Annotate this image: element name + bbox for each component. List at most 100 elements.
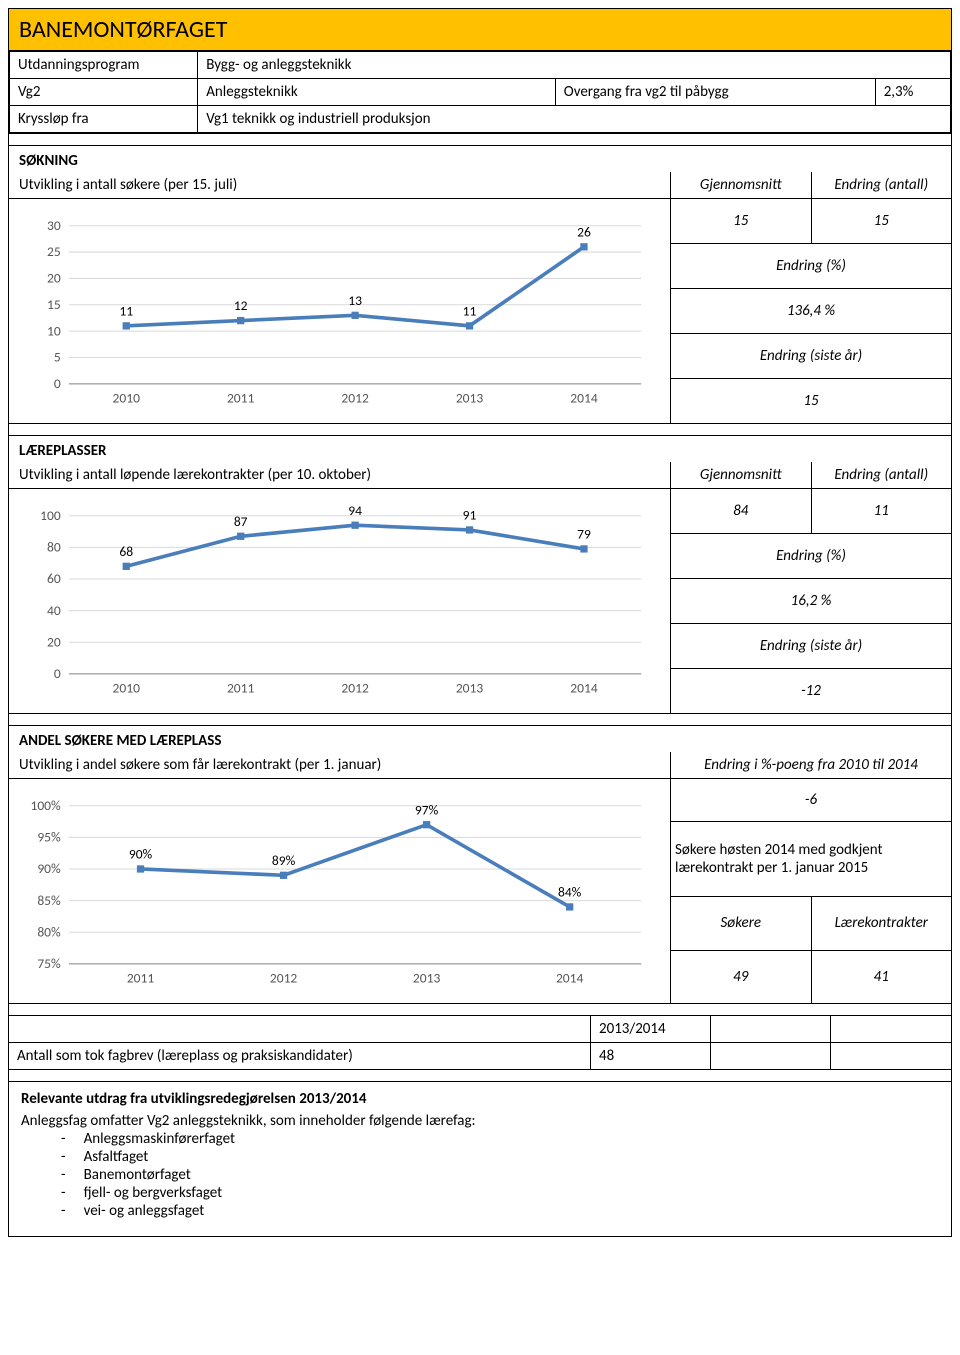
- svg-text:94: 94: [348, 502, 362, 519]
- sokning-subheading: Utvikling i antall søkere (per 15. juli): [9, 172, 671, 198]
- info-cell: Anleggsteknikk: [198, 79, 556, 106]
- svg-text:87: 87: [234, 513, 248, 530]
- svg-text:25: 25: [47, 243, 61, 260]
- andel-kontrakter: 41: [812, 951, 952, 1004]
- relevante-item: fjell- og bergverksfaget: [61, 1184, 939, 1202]
- andel-stats: -6 Søkere høsten 2014 med godkjent lærek…: [671, 779, 951, 1003]
- laereplasser-avg: 84: [671, 489, 812, 533]
- svg-text:2011: 2011: [227, 390, 255, 407]
- sokning-stats: 15 15 Endring (%) 136,4 % Endring (siste…: [671, 199, 951, 423]
- sokning-change-pct-label: Endring (%): [671, 244, 951, 288]
- svg-text:2012: 2012: [341, 680, 369, 697]
- svg-text:2014: 2014: [570, 390, 598, 407]
- relevante-intro: Anleggsfag omfatter Vg2 anleggsteknikk, …: [21, 1112, 939, 1130]
- laereplasser-stat-header-avg: Gjennomsnitt: [671, 462, 812, 488]
- info-cell: Utdanningsprogram: [10, 52, 198, 79]
- section-laereplasser: LÆREPLASSER Utvikling i antall løpende l…: [9, 435, 951, 713]
- svg-text:2011: 2011: [227, 680, 255, 697]
- svg-text:2010: 2010: [113, 680, 141, 697]
- svg-text:91: 91: [463, 507, 477, 524]
- info-cell: Bygg- og anleggsteknikk: [198, 52, 951, 79]
- sokning-change-last: 15: [671, 379, 951, 423]
- andel-change-val: -6: [671, 779, 951, 821]
- fagbrev-col-header: 2013/2014: [591, 1016, 711, 1042]
- document-container: BANEMONTØRFAGET UtdanningsprogramBygg- o…: [8, 8, 952, 1237]
- page-title: BANEMONTØRFAGET: [9, 9, 951, 51]
- laereplasser-change-pct-label: Endring (%): [671, 534, 951, 578]
- section-andel: ANDEL SØKERE MED LÆREPLASS Utvikling i a…: [9, 725, 951, 1003]
- svg-text:26: 26: [577, 223, 591, 240]
- svg-text:2014: 2014: [570, 680, 598, 697]
- svg-text:90%: 90%: [37, 860, 61, 877]
- svg-text:0: 0: [54, 665, 61, 682]
- svg-text:2013: 2013: [456, 680, 484, 697]
- svg-text:2011: 2011: [127, 970, 155, 987]
- svg-text:89%: 89%: [272, 852, 296, 869]
- sokning-change-pct: 136,4 %: [671, 289, 951, 333]
- laereplasser-stat-header-change: Endring (antall): [812, 462, 952, 488]
- fagbrev-value: 48: [591, 1043, 711, 1069]
- laereplasser-heading: LÆREPLASSER: [9, 436, 951, 462]
- svg-text:2010: 2010: [113, 390, 141, 407]
- andel-heading: ANDEL SØKERE MED LÆREPLASS: [9, 726, 951, 752]
- svg-text:12: 12: [234, 297, 248, 314]
- svg-text:11: 11: [463, 302, 477, 319]
- svg-text:97%: 97%: [415, 801, 439, 818]
- svg-text:13: 13: [348, 292, 362, 309]
- svg-text:79: 79: [577, 526, 591, 543]
- sokning-stat-header-change: Endring (antall): [812, 172, 952, 198]
- svg-text:0: 0: [54, 375, 61, 392]
- laereplasser-change-pct: 16,2 %: [671, 579, 951, 623]
- laereplasser-chart: 0204060801002010201120122013201468879491…: [9, 489, 671, 713]
- laereplasser-stats: 84 11 Endring (%) 16,2 % Endring (siste …: [671, 489, 951, 713]
- laereplasser-subheading: Utvikling i antall løpende lærekontrakte…: [9, 462, 671, 488]
- info-cell: Overgang fra vg2 til påbygg: [555, 79, 875, 106]
- andel-col-sokere: Søkere: [671, 897, 812, 950]
- relevante-heading: Relevante utdrag fra utviklingsredegjøre…: [21, 1090, 939, 1108]
- svg-text:100%: 100%: [30, 797, 61, 814]
- section-fagbrev: 2013/2014 Antall som tok fagbrev (lærepl…: [9, 1015, 951, 1069]
- svg-text:40: 40: [47, 602, 61, 619]
- relevante-item: Asfaltfaget: [61, 1148, 939, 1166]
- svg-text:2012: 2012: [270, 970, 298, 987]
- relevante-item: Banemontørfaget: [61, 1166, 939, 1184]
- svg-text:85%: 85%: [37, 892, 61, 909]
- info-row: UtdanningsprogramBygg- og anleggsteknikk: [10, 52, 951, 79]
- svg-text:10: 10: [47, 322, 61, 339]
- relevante-item: Anleggsmaskinførerfaget: [61, 1130, 939, 1148]
- svg-text:2013: 2013: [456, 390, 484, 407]
- svg-text:15: 15: [47, 296, 61, 313]
- andel-godkjent-text: Søkere høsten 2014 med godkjent lærekont…: [671, 822, 951, 896]
- relevante-list: AnleggsmaskinførerfagetAsfaltfagetBanemo…: [21, 1130, 939, 1220]
- fagbrev-label: Antall som tok fagbrev (læreplass og pra…: [9, 1043, 591, 1069]
- svg-text:75%: 75%: [37, 955, 61, 972]
- svg-text:20: 20: [47, 270, 61, 287]
- svg-text:80: 80: [47, 539, 61, 556]
- svg-text:95%: 95%: [37, 829, 61, 846]
- andel-chart: 75%80%85%90%95%100%201120122013201490%89…: [9, 779, 671, 1003]
- info-row: Vg2AnleggsteknikkOvergang fra vg2 til på…: [10, 79, 951, 106]
- info-cell: Vg1 teknikk og industriell produksjon: [198, 106, 951, 133]
- svg-text:84%: 84%: [558, 884, 582, 901]
- andel-col-kontrakter: Lærekontrakter: [812, 897, 952, 950]
- laereplasser-change-abs: 11: [812, 489, 952, 533]
- info-row: Kryssløp fraVg1 teknikk og industriell p…: [10, 106, 951, 133]
- svg-text:20: 20: [47, 633, 61, 650]
- info-cell: Kryssløp fra: [10, 106, 198, 133]
- laereplasser-change-last: -12: [671, 669, 951, 713]
- svg-text:2014: 2014: [556, 970, 584, 987]
- svg-text:30: 30: [47, 217, 61, 234]
- svg-text:5: 5: [54, 349, 61, 366]
- section-sokning: SØKNING Utvikling i antall søkere (per 1…: [9, 145, 951, 423]
- svg-text:90%: 90%: [129, 846, 153, 863]
- svg-text:60: 60: [47, 570, 61, 587]
- andel-subheading: Utvikling i andel søkere som får lærekon…: [9, 752, 671, 778]
- sokning-heading: SØKNING: [9, 146, 951, 172]
- andel-stat-header: Endring i %-poeng fra 2010 til 2014: [671, 752, 951, 778]
- relevante-item: vei- og anleggsfaget: [61, 1202, 939, 1220]
- section-relevante: Relevante utdrag fra utviklingsredegjøre…: [9, 1081, 951, 1236]
- sokning-change-abs: 15: [812, 199, 952, 243]
- svg-text:2013: 2013: [413, 970, 441, 987]
- svg-text:100: 100: [40, 507, 61, 524]
- andel-sokere: 49: [671, 951, 812, 1004]
